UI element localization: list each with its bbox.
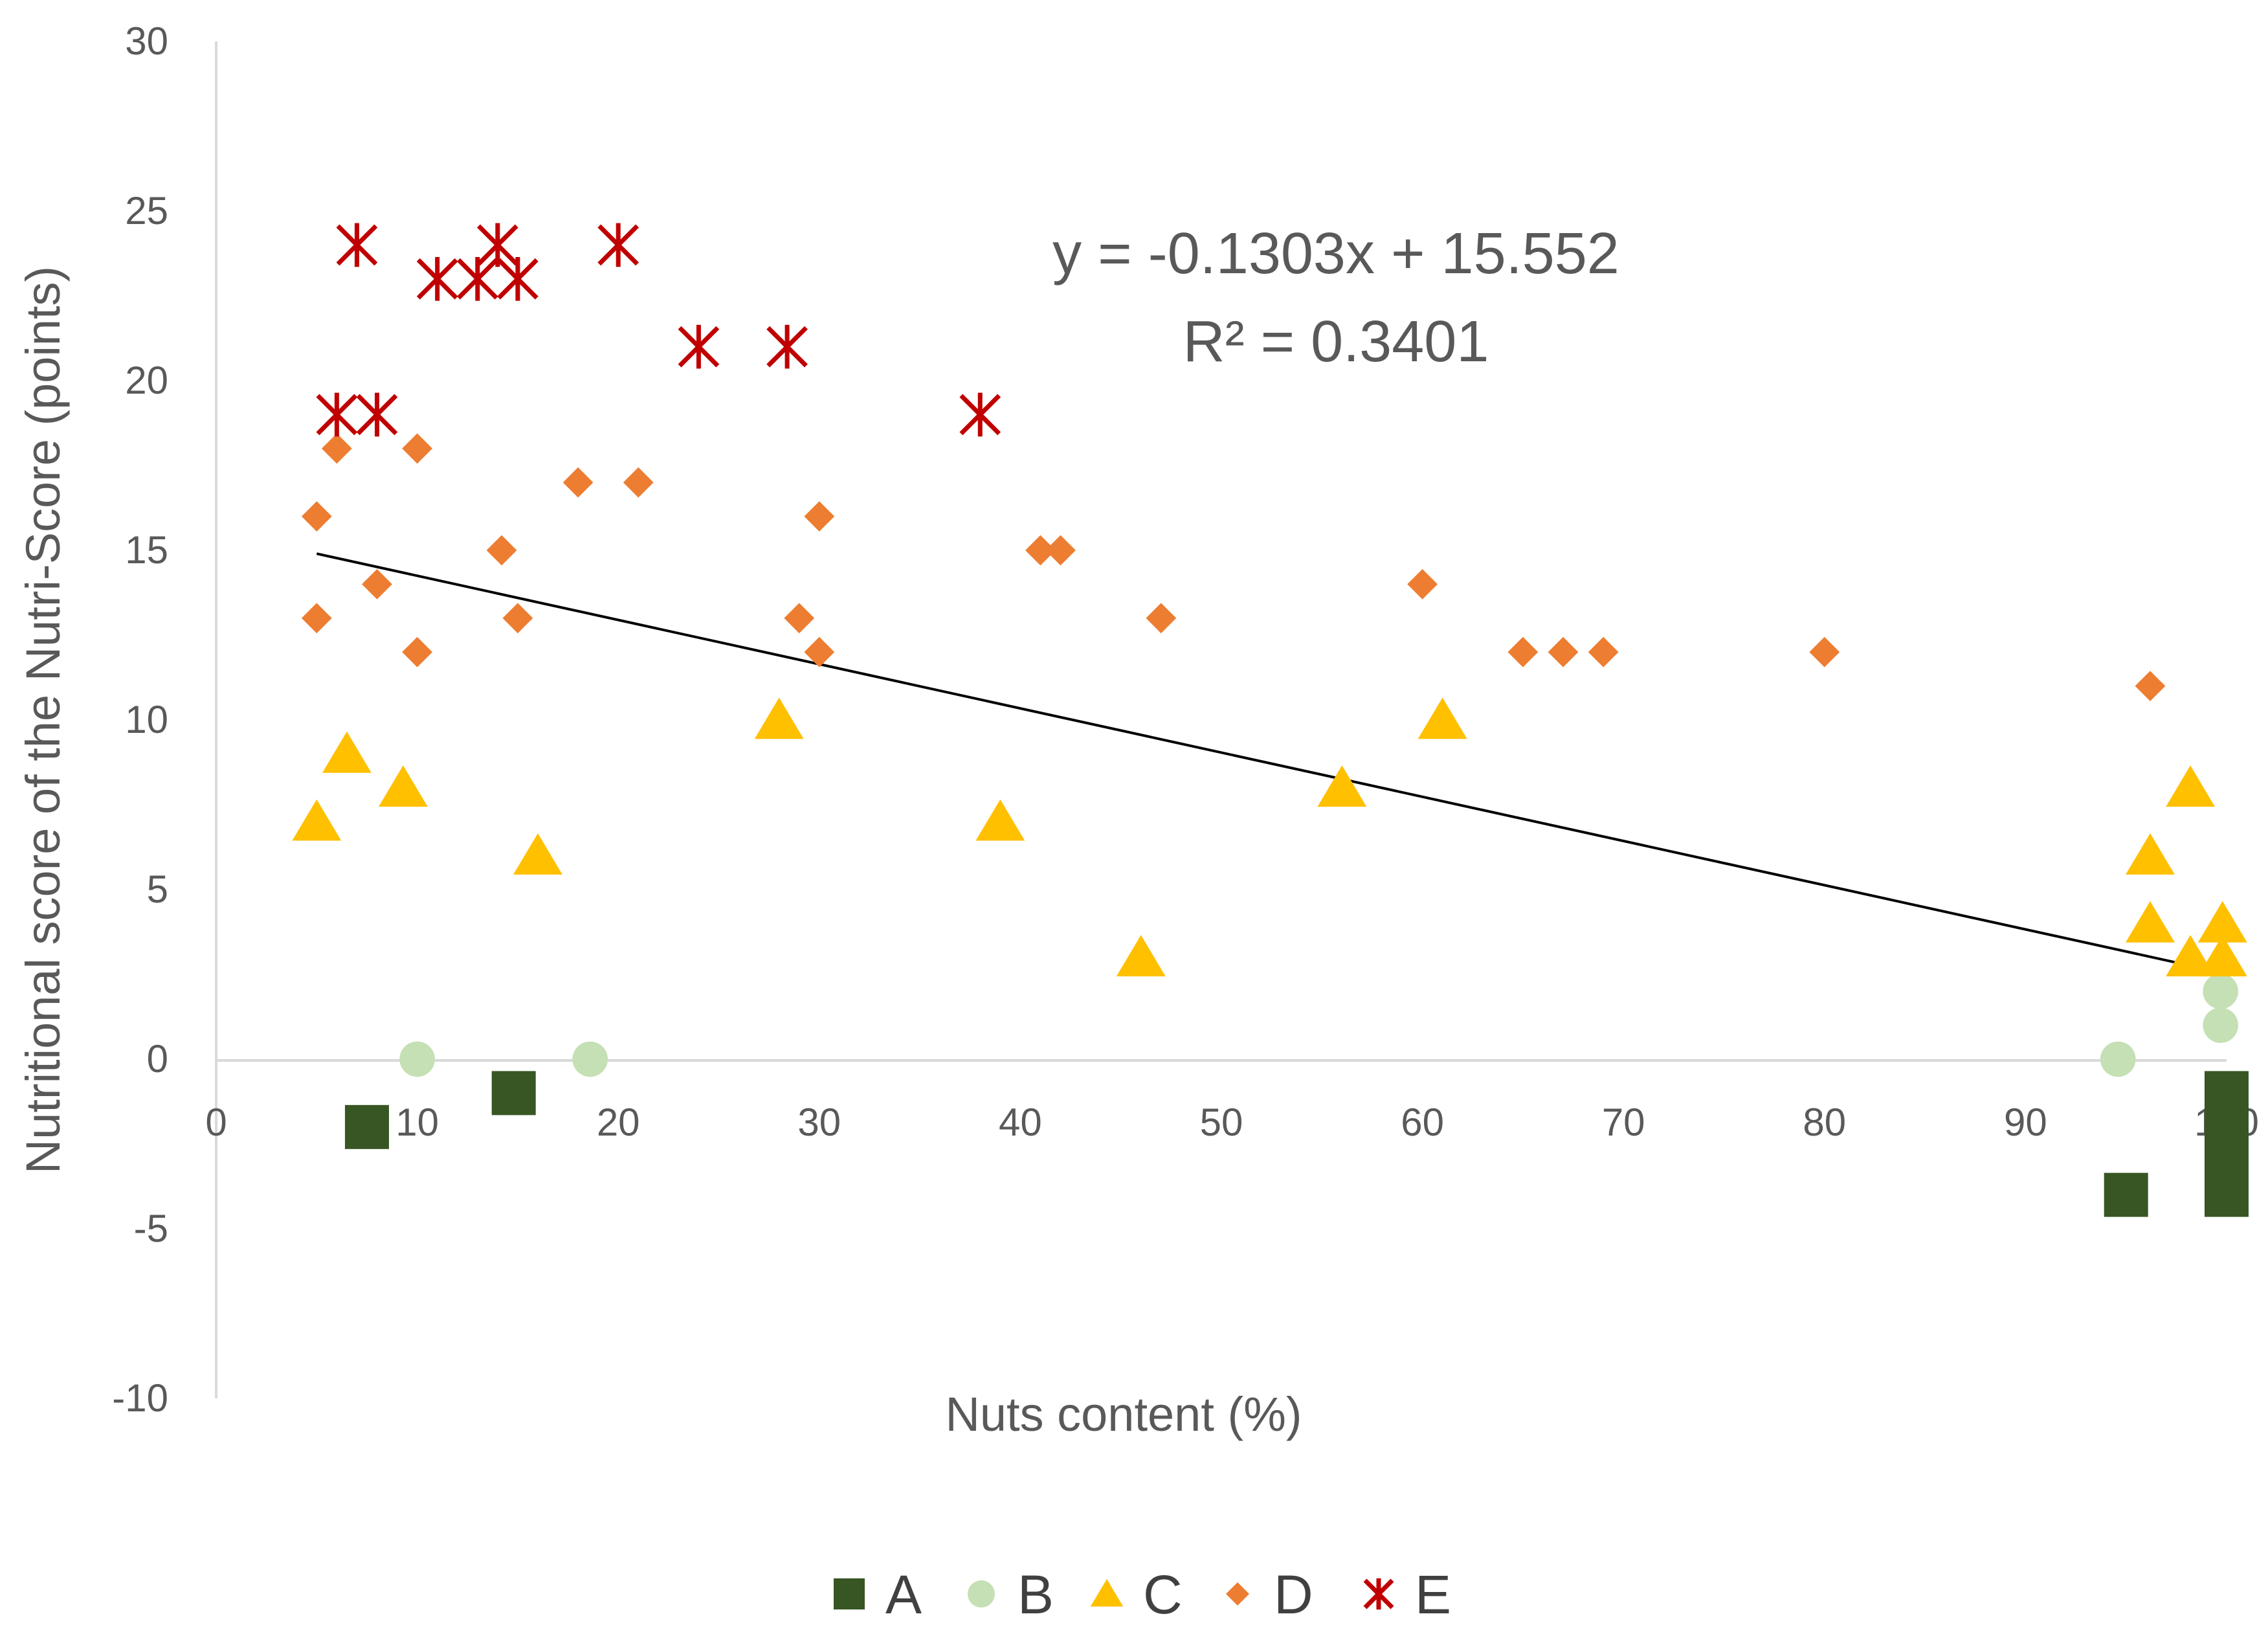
point-series-d xyxy=(1809,636,1840,667)
y-tick-label: 30 xyxy=(125,19,168,63)
trendline-equation: y = -0.1303x + 15.552 xyxy=(1052,221,1619,286)
r-squared-label: R² = 0.3401 xyxy=(1183,309,1489,374)
legend-marker-b xyxy=(968,1580,995,1608)
point-series-c xyxy=(1317,765,1367,807)
point-series-d xyxy=(784,603,815,634)
point-series-a xyxy=(2104,1172,2148,1217)
point-series-d xyxy=(321,433,352,464)
point-series-d xyxy=(402,433,432,464)
point-series-b xyxy=(2100,1041,2136,1077)
x-tick-label: 40 xyxy=(999,1101,1042,1144)
point-series-d xyxy=(486,535,517,566)
point-series-e xyxy=(456,256,498,301)
point-series-e xyxy=(416,256,458,301)
point-series-d xyxy=(1407,569,1438,600)
point-series-d xyxy=(1588,636,1619,667)
point-series-b xyxy=(2203,973,2238,1009)
point-series-e xyxy=(959,392,1001,437)
point-series-d xyxy=(2135,671,2166,701)
point-series-a xyxy=(2205,1172,2249,1217)
point-series-b xyxy=(399,1041,435,1077)
point-series-c xyxy=(975,799,1025,841)
y-tick-label: 20 xyxy=(125,359,168,402)
point-series-d xyxy=(502,603,533,634)
point-series-c xyxy=(322,731,372,773)
point-series-c xyxy=(2166,765,2216,807)
y-tick-label: -10 xyxy=(112,1376,168,1420)
point-series-c xyxy=(2197,935,2247,977)
point-series-d xyxy=(362,569,392,600)
legend-marker-e xyxy=(1363,1578,1394,1610)
legend: A B C D E xyxy=(834,1564,1451,1625)
point-series-d xyxy=(1045,535,1076,566)
y-tick-label: -5 xyxy=(134,1207,168,1250)
legend-marker-c xyxy=(1090,1579,1124,1607)
point-series-d xyxy=(562,467,594,498)
point-series-e xyxy=(316,392,358,437)
y-axis-ticks: -10 -5 0 5 10 15 20 25 30 xyxy=(112,19,168,1420)
point-series-b xyxy=(2203,1007,2238,1043)
x-tick-label: 80 xyxy=(1803,1101,1846,1144)
point-series-e xyxy=(476,223,518,267)
point-series-e xyxy=(336,223,378,267)
point-series-d xyxy=(301,603,332,634)
point-series-c xyxy=(513,833,562,875)
point-series-b xyxy=(572,1041,608,1077)
point-series-c xyxy=(2126,901,2175,943)
data-points xyxy=(292,223,2249,1217)
point-series-d xyxy=(1548,636,1579,667)
point-series-e xyxy=(678,324,720,369)
y-axis-title: Nutritional score of the Nutri-Score (po… xyxy=(16,266,70,1174)
point-series-c xyxy=(754,697,804,739)
point-series-e xyxy=(497,256,539,301)
point-series-d xyxy=(804,501,835,532)
legend-marker-a xyxy=(834,1578,865,1609)
point-series-c xyxy=(1418,697,1467,739)
point-series-d xyxy=(1507,636,1539,667)
x-tick-label: 30 xyxy=(797,1101,841,1144)
y-tick-label: 0 xyxy=(147,1037,168,1081)
point-series-c xyxy=(292,799,342,841)
point-series-e xyxy=(766,324,808,369)
y-tick-label: 5 xyxy=(147,868,168,911)
x-tick-label: 50 xyxy=(1200,1101,1243,1144)
y-tick-label: 15 xyxy=(125,528,168,572)
point-series-d xyxy=(804,636,835,667)
point-series-c xyxy=(2197,901,2247,943)
x-tick-label: 20 xyxy=(597,1101,640,1144)
point-series-d xyxy=(301,501,332,532)
x-tick-label: 90 xyxy=(2004,1101,2047,1144)
point-series-c xyxy=(378,765,428,807)
legend-marker-d xyxy=(1226,1582,1249,1606)
x-axis-ticks: 0102030405060708090100 xyxy=(205,1101,2259,1144)
x-tick-label: 0 xyxy=(205,1101,227,1144)
point-series-c xyxy=(1116,935,1166,977)
legend-label-c: C xyxy=(1143,1564,1183,1625)
point-series-a xyxy=(491,1071,536,1115)
trendline xyxy=(316,552,2227,975)
legend-label-d: D xyxy=(1274,1564,1313,1625)
x-tick-label: 10 xyxy=(395,1101,439,1144)
legend-label-b: B xyxy=(1017,1564,1054,1625)
point-series-e xyxy=(597,223,639,267)
legend-label-a: A xyxy=(885,1564,922,1625)
x-tick-label: 60 xyxy=(1401,1101,1444,1144)
point-series-d xyxy=(623,467,654,498)
point-series-d xyxy=(1025,535,1056,566)
x-tick-label: 70 xyxy=(1602,1101,1645,1144)
legend-label-e: E xyxy=(1415,1564,1451,1625)
y-tick-label: 10 xyxy=(125,698,168,741)
point-series-c xyxy=(2166,935,2216,977)
x-axis-title: Nuts content (%) xyxy=(945,1387,1302,1441)
point-series-e xyxy=(356,392,398,437)
y-tick-label: 25 xyxy=(125,189,168,232)
point-series-c xyxy=(2126,833,2175,875)
point-series-d xyxy=(1146,603,1177,634)
point-series-d xyxy=(402,636,432,667)
point-series-a xyxy=(344,1104,389,1149)
